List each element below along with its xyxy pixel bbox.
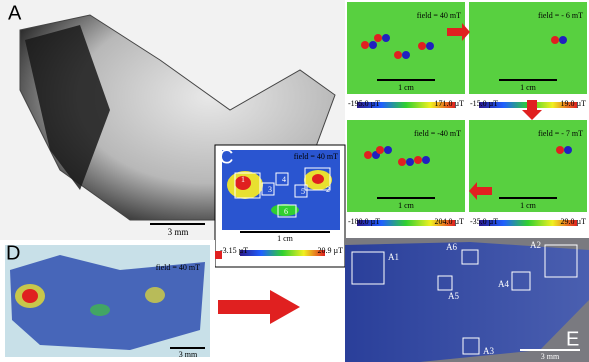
dipole: [398, 158, 406, 166]
field-label: field = 40 mT: [156, 263, 200, 272]
box-number: 5: [301, 187, 305, 196]
panel-c: 1 2 3 4 5 6 C field = 40 mT 1 cm -3.15 µT 20.…: [215, 145, 345, 267]
field-label: field = -40 mT: [414, 129, 461, 138]
dipole: [394, 51, 402, 59]
box-number: 1: [241, 175, 245, 184]
scale-label: 3 mm: [179, 350, 198, 359]
box-number: 2: [326, 185, 330, 194]
arrow: [218, 290, 300, 324]
colorbar-max: 204.0 µT: [435, 217, 465, 226]
scale-label: 1 cm: [398, 201, 415, 210]
scale-label: 1 cm: [277, 234, 294, 243]
dipole: [418, 42, 426, 50]
dipole: [369, 41, 377, 49]
panel-label: D: [6, 242, 20, 264]
dipole: [364, 151, 372, 159]
colorbar-min: -15.0 µT: [470, 99, 498, 108]
scale-label: 1 cm: [520, 201, 537, 210]
colorbar-min: -180.0 µT: [348, 217, 380, 226]
panel-d: D field = 40 mT 3 mm: [0, 240, 215, 362]
colorbar-min: -3.15 µT: [220, 246, 248, 255]
dipole: [384, 146, 392, 154]
dipole: [422, 156, 430, 164]
region-label: A5: [448, 291, 459, 301]
panel-e: E 3 mm A1 A2 A3 A4 A5 A6: [345, 238, 589, 362]
dipole: [426, 42, 434, 50]
panel-label: C: [219, 146, 233, 168]
region-label: A4: [498, 279, 509, 289]
scale-label: 1 cm: [398, 83, 415, 92]
box-number: 6: [284, 207, 288, 216]
dipole: [376, 146, 384, 154]
dipole: [402, 51, 410, 59]
scale-label: 1 cm: [520, 83, 537, 92]
dipole: [414, 156, 422, 164]
dipole: [559, 36, 567, 44]
field-label: field = 40 mT: [417, 11, 461, 20]
dipole: [374, 34, 382, 42]
figure: A 3 mm B field = 40 mT1 cm-195.0 µT171.0…: [0, 0, 589, 362]
field-label: field = - 6 mT: [538, 11, 583, 20]
panel-label: A: [8, 2, 22, 24]
dipole: [361, 41, 369, 49]
colorbar-max: 20.9 µT: [318, 246, 344, 255]
field-label: field = 40 mT: [294, 152, 338, 161]
dipole: [551, 36, 559, 44]
colorbar-min: -195.0 µT: [348, 99, 380, 108]
region-label: A1: [388, 252, 399, 262]
panel-label: E: [566, 328, 579, 350]
field-label: field = - 7 mT: [538, 129, 583, 138]
region-label: A3: [483, 346, 494, 356]
dipole: [382, 34, 390, 42]
box-number: 4: [282, 175, 286, 184]
region-label: A2: [530, 240, 541, 250]
box-number: 3: [268, 185, 272, 194]
scale-label: 3 mm: [541, 352, 560, 361]
dipole: [406, 158, 414, 166]
dipole: [556, 146, 564, 154]
colorbar-max: 29.0 µT: [561, 217, 587, 226]
colorbar-max: 171.0 µT: [435, 99, 465, 108]
dipole: [564, 146, 572, 154]
colorbar-min: -35.0 µT: [470, 217, 498, 226]
region-label: A6: [446, 242, 457, 252]
scale-label: 3 mm: [168, 227, 189, 237]
colorbar-max: 19.0 µT: [561, 99, 587, 108]
